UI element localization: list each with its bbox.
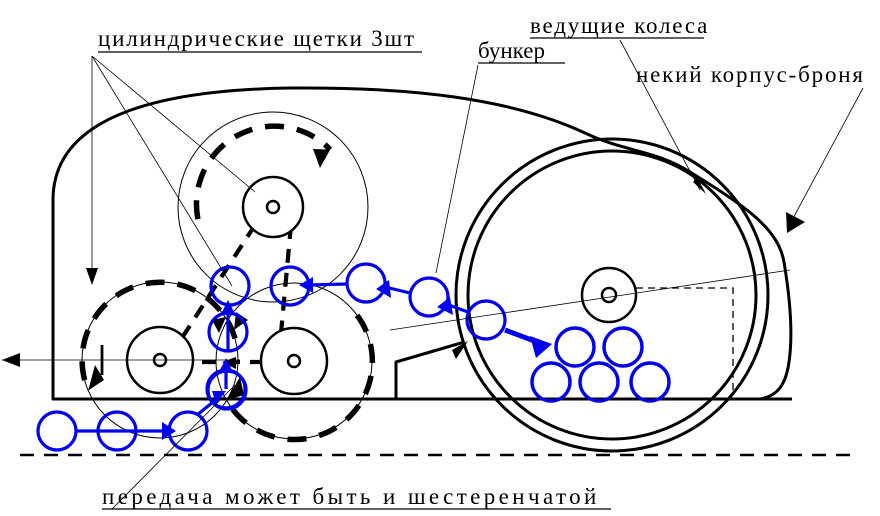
svg-text:некий корпус-броня: некий корпус-броня — [636, 62, 865, 87]
svg-text:цилиндрические щетки 3шт: цилиндрические щетки 3шт — [98, 26, 416, 51]
svg-text:бункер: бункер — [478, 38, 545, 63]
svg-text:ведущие колеса: ведущие колеса — [530, 13, 709, 38]
svg-text:передача может быть и шестерен: передача может быть и шестеренчатой — [102, 484, 600, 509]
